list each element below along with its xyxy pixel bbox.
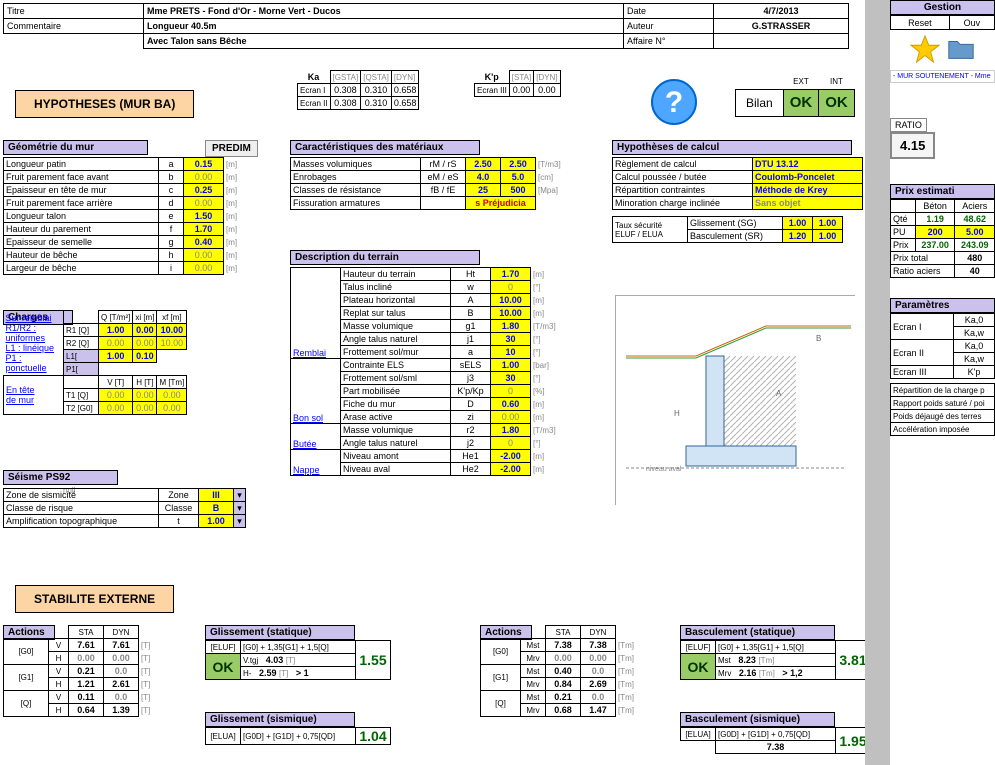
date-value[interactable]: 4/7/2013 [714,4,849,19]
titre-value[interactable]: Mme PRETS - Fond d'Or - Morne Vert - Duc… [144,4,624,19]
reset-button[interactable]: Reset [891,16,950,30]
terrain-header: Description du terrain [290,250,480,265]
seisme-input[interactable]: 1.00 [199,515,234,528]
basc-sta-ok: OK [681,654,716,680]
geom-table: Longueur patin a 0.15 [m]Fruit parement … [3,157,244,275]
svg-text:B: B [816,334,821,343]
auteur-value[interactable]: G.STRASSER [714,19,849,34]
geom-input[interactable]: 0.00 [184,262,224,275]
param-header: Paramètres [890,298,995,313]
gestion-header: Gestion [890,0,995,15]
materiaux-header: Caractéristiques des matériaux [290,140,480,155]
geom-label: Epaisseur en tête de mur [4,184,159,197]
hypcalc-table: Règlement de calcul DTU 13.12Calcul pous… [612,157,863,210]
seisme-input[interactable]: B [199,502,234,515]
actions2-table: STADYN [G0]Mst 7.38 7.38 [Tm]Mrv 0.00 0.… [480,625,637,717]
geom-input[interactable]: 0.40 [184,236,224,249]
bilan-ok-int: OK [819,89,855,116]
gliss-sta-header: Glissement (statique) [205,625,355,640]
geom-header: Géométrie du mur [3,140,148,155]
geom-input[interactable]: 0.00 [184,249,224,262]
gliss-sta-ok: OK [206,654,241,680]
geom-input[interactable]: 1.50 [184,210,224,223]
ka-table: Ka [GSTA] [QSTA] [DYN] Ecran I 0.308 0.3… [293,70,419,110]
gliss-sis-value: 1.04 [356,728,391,745]
geom-label: Longueur patin [4,158,159,171]
actions1-table: STADYN [G0]V 7.61 7.61 [T]H 0.00 0.00 [T… [3,625,154,717]
geom-input[interactable]: 0.25 [184,184,224,197]
stab-ext-title: STABILITE EXTERNE [15,585,174,613]
svg-text:niveau aval: niveau aval [646,466,682,473]
help-icon[interactable]: ? [650,78,698,128]
affaire-label: Affaire N° [624,34,714,49]
seisme-header: Séisme PS92 [3,470,118,485]
geom-input[interactable]: 0.00 [184,197,224,210]
comment-value2[interactable]: Avec Talon sans Bêche [144,34,624,49]
geom-input[interactable]: 0.15 [184,158,224,171]
geom-label: Fruit parement face avant [4,171,159,184]
gliss-sta-value: 1.55 [356,641,391,680]
seisme-table: Zone de sismicité Zone III ▾Classe de ri… [3,488,246,528]
prix-table: BétonAciers Qté1.1948.62 PU2005.00 Prix2… [890,199,995,278]
affaire-value[interactable] [714,34,849,49]
prix-header: Prix estimati [890,184,995,199]
geom-label: Hauteur de bêche [4,249,159,262]
geom-label: Epaisseur de semelle [4,236,159,249]
geom-input[interactable]: 0.00 [184,171,224,184]
kp-table: K'p [STA] [DYN] Ecran III 0.00 0.00 [470,70,561,97]
seisme-input[interactable]: III [199,489,234,502]
hypotheses-title: HYPOTHESES (MUR BA) [15,90,194,118]
kp-label: K'p [475,71,510,84]
basc-sis-header: Basculement (sismique) [680,712,835,727]
basc-sta-header: Basculement (statique) [680,625,835,640]
param-table: Ecran IKa,0 Ka,w Ecran IIKa,0 Ka,w Ecran… [890,313,995,379]
predim-button[interactable]: PREDIM [205,140,258,157]
comment-value1[interactable]: Longueur 40.5m [144,19,624,34]
star-icon[interactable] [910,34,940,66]
folder-icon[interactable] [946,34,976,66]
bilan-table: EXTINT Bilan OK OK [735,75,855,117]
comment-label: Commentaire [4,19,144,34]
bilan-label: Bilan [736,89,784,116]
ratio-label: RATIO [890,118,927,132]
hypcalc-header: Hypothèses de calcul [612,140,852,155]
ka-label: Ka [298,71,331,84]
geom-label: Longueur talon [4,210,159,223]
gliss-sis-header: Glissement (sismique) [205,712,355,727]
materiaux-table: Masses volumiques rM / rS 2.50 2.50 [T/m… [290,157,564,210]
dropdown-icon[interactable]: ▾ [234,502,246,515]
right-panel: Gestion Reset Ouv - MUR SOUTENEMENT - Mm… [890,0,995,436]
titre-label: Titre [4,4,144,19]
ouv-button[interactable]: Ouv [949,16,994,30]
geom-label: Hauteur du parement [4,223,159,236]
wall-diagram: niveau aval A B H [615,295,855,505]
geom-label: Largeur de bêche [4,262,159,275]
dropdown-icon[interactable]: ▾ [234,489,246,502]
ratio-value: 4.15 [890,132,935,159]
charges-table: Sur remblai R1/R2 : uniformes L1 : linéi… [3,310,187,415]
date-label: Date [624,4,714,19]
geom-label: Fruit parement face arrière [4,197,159,210]
svg-text:H: H [674,409,680,418]
dropdown-icon[interactable]: ▾ [234,515,246,528]
terrain-table: RemblaiHauteur du terrain Ht 1.70 [m]Tal… [290,267,559,476]
geom-input[interactable]: 1.70 [184,223,224,236]
auteur-label: Auteur [624,19,714,34]
bilan-ok-ext: OK [783,89,819,116]
header-table: Titre Mme PRETS - Fond d'Or - Morne Vert… [3,3,849,49]
mur-link[interactable]: - MUR SOUTENEMENT - Mme [890,70,995,83]
svg-text:A: A [776,389,782,398]
svg-text:?: ? [665,86,683,119]
